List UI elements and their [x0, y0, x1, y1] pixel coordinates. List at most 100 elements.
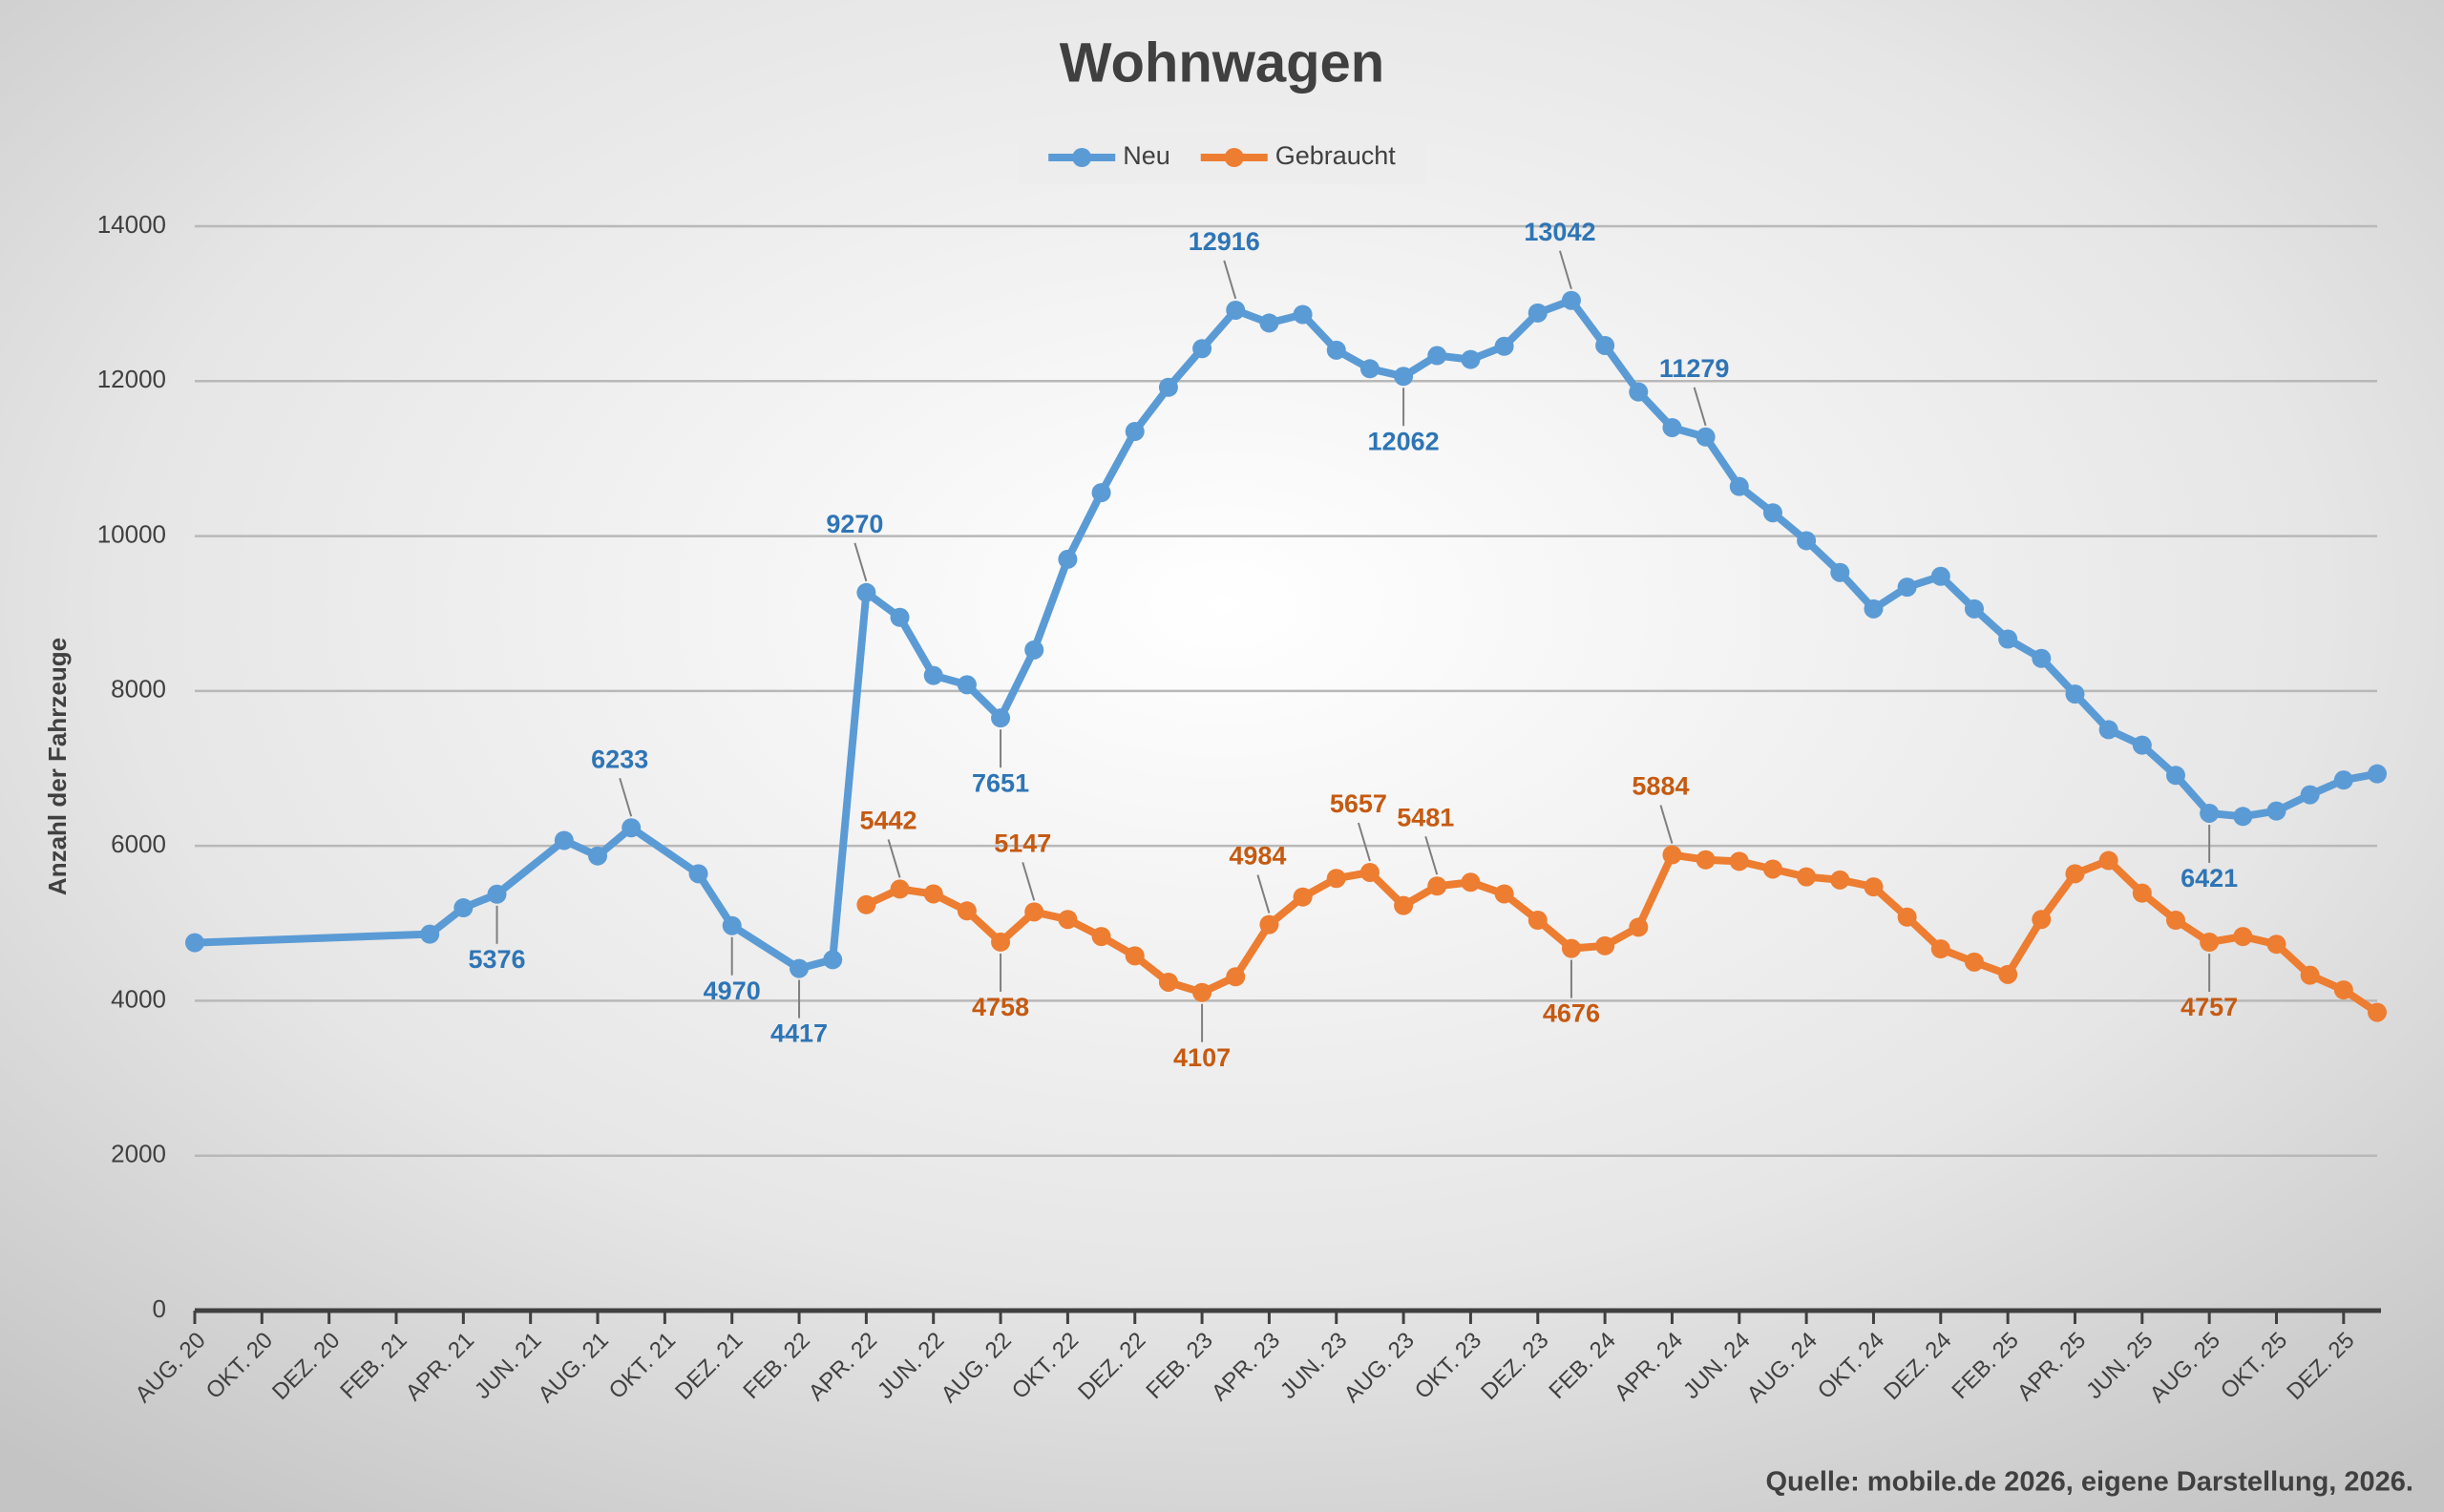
data-point: [1998, 629, 2018, 649]
data-point: [1561, 938, 1581, 958]
data-point: [1930, 939, 1950, 959]
legend: Neu Gebraucht: [1018, 131, 1426, 184]
data-point: [2233, 927, 2253, 947]
data-point: [1226, 967, 1246, 987]
data-point: [856, 582, 876, 602]
leader-line: [887, 839, 901, 878]
data-point: [2200, 803, 2220, 823]
data-label: 5147: [994, 829, 1051, 857]
data-label: 4757: [2181, 993, 2238, 1021]
data-label: 5657: [1330, 789, 1387, 818]
data-point: [2333, 770, 2353, 790]
data-point: [622, 818, 642, 838]
data-label: 5481: [1397, 803, 1454, 831]
data-point: [2300, 785, 2320, 805]
data-point: [2132, 735, 2152, 755]
data-point: [1561, 290, 1581, 310]
data-label: 7651: [972, 768, 1029, 797]
data-point: [1259, 914, 1279, 934]
data-point: [1729, 476, 1749, 496]
data-point: [1091, 927, 1111, 947]
data-point: [1226, 300, 1246, 320]
data-label: 5442: [860, 807, 917, 835]
leader-line: [853, 542, 868, 582]
data-point: [1595, 335, 1615, 355]
data-point: [2300, 965, 2320, 985]
y-tick-label: 10000: [97, 519, 166, 548]
data-point: [1762, 503, 1782, 523]
data-label: 9270: [826, 510, 883, 538]
data-label: 4970: [704, 976, 761, 1005]
data-point: [1091, 483, 1111, 503]
data-point: [1998, 964, 2018, 984]
data-point: [1359, 359, 1380, 379]
data-point: [688, 864, 708, 884]
data-label: 4676: [1543, 999, 1600, 1028]
legend-marker: [1224, 148, 1244, 167]
data-point: [1864, 877, 1884, 897]
leader-line: [1659, 805, 1674, 844]
data-point: [790, 958, 810, 978]
data-point: [1158, 377, 1178, 397]
data-point: [1125, 946, 1145, 966]
data-point: [2266, 801, 2286, 821]
data-point: [1058, 910, 1078, 930]
data-point: [2065, 864, 2085, 884]
data-point: [1595, 935, 1615, 956]
data-point: [1158, 972, 1178, 992]
chart-title: Wohnwagen: [1060, 32, 1384, 94]
data-point: [1024, 640, 1044, 660]
data-point: [1528, 911, 1548, 931]
leader-line: [1223, 260, 1237, 300]
leader-line: [1256, 874, 1271, 914]
data-point: [2165, 911, 2185, 931]
data-point: [1964, 598, 1984, 619]
data-label: 5376: [468, 945, 525, 974]
legend-item: Gebraucht: [1200, 141, 1396, 170]
data-point: [1427, 346, 1447, 366]
data-point: [1528, 303, 1548, 323]
y-tick-label: 14000: [97, 210, 166, 239]
data-point: [2032, 648, 2052, 668]
data-label: 4758: [972, 993, 1029, 1021]
data-point: [1494, 884, 1514, 904]
data-point: [957, 901, 977, 921]
data-label: 12916: [1189, 227, 1260, 256]
data-point: [1662, 417, 1682, 437]
data-point: [957, 675, 977, 695]
data-point: [2098, 850, 2118, 871]
data-label: 4417: [770, 1019, 828, 1048]
data-point: [185, 933, 204, 953]
data-point: [1830, 870, 1850, 890]
data-point: [1058, 549, 1078, 569]
data-point: [1293, 304, 1313, 325]
data-point: [2165, 766, 2185, 786]
data-point: [2032, 910, 2052, 930]
data-label: 6421: [2181, 864, 2238, 892]
data-point: [1830, 562, 1850, 582]
data-point: [2333, 980, 2353, 1000]
y-tick-label: 4000: [111, 984, 166, 1013]
series-line: [864, 850, 2380, 1016]
data-point: [856, 894, 876, 914]
data-point: [1461, 872, 1481, 892]
leader-line: [1558, 250, 1572, 290]
leader-line: [1693, 387, 1707, 427]
data-label: 12062: [1368, 427, 1440, 455]
data-point: [2368, 1002, 2387, 1022]
data-point: [2266, 934, 2286, 955]
data-point: [453, 898, 474, 918]
data-point: [2065, 684, 2085, 704]
data-point: [1125, 422, 1145, 442]
data-point: [1696, 427, 1716, 447]
data-point: [1762, 859, 1782, 879]
data-point: [2098, 720, 2118, 740]
data-point: [1394, 895, 1414, 915]
data-point: [1629, 382, 1649, 402]
y-axis-title: Anzahl der Fahrzeuge: [43, 638, 72, 895]
data-point: [1024, 902, 1044, 922]
data-point: [1897, 578, 1917, 598]
